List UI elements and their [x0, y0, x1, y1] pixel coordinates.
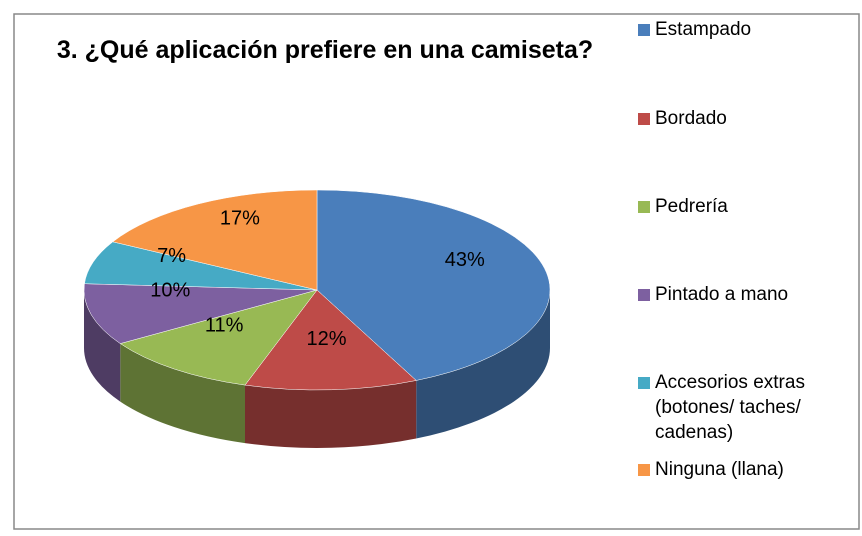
- pie-slice: [316, 189, 551, 381]
- pie-side: [416, 290, 550, 439]
- legend-item: Ninguna (llana): [638, 457, 838, 482]
- legend-item: Bordado: [638, 106, 838, 131]
- data-label: 10%: [150, 279, 190, 301]
- data-label: 11%: [205, 315, 244, 337]
- pie-slice: [244, 289, 417, 391]
- legend-swatch: [638, 289, 650, 301]
- legend-swatch: [638, 377, 650, 389]
- legend-label: Pedrería: [655, 196, 728, 217]
- pie-side: [120, 343, 245, 444]
- legend-item: Pedrería: [638, 194, 838, 219]
- legend-item: Estampado: [638, 17, 838, 42]
- pie-slice: [84, 241, 318, 291]
- legend-label: Pintado a mano: [655, 284, 789, 305]
- chart-border: [13, 13, 860, 530]
- legend-label: Accesorios extras (botones/ taches/ cade…: [655, 372, 805, 443]
- pie-slice: [83, 283, 318, 344]
- data-label: 43%: [445, 249, 485, 271]
- data-label: 12%: [306, 328, 346, 350]
- legend-item: Accesorios extras (botones/ taches/ cade…: [638, 370, 838, 445]
- legend-label: Estampado: [655, 19, 752, 40]
- pie-side: [244, 380, 417, 448]
- legend-label: Ninguna (llana): [655, 459, 784, 480]
- chart-title: 3. ¿Qué aplicación prefiere en una camis…: [56, 36, 594, 64]
- data-label: 17%: [220, 207, 260, 229]
- pie-slice: [119, 289, 318, 386]
- data-label: 7%: [157, 245, 186, 267]
- legend-label: Bordado: [655, 108, 727, 129]
- legend-item: Pintado a mano: [638, 282, 838, 307]
- legend-swatch: [638, 201, 650, 213]
- legend-swatch: [638, 113, 650, 125]
- legend-swatch: [638, 464, 650, 476]
- pie-slice: [112, 189, 318, 291]
- legend-swatch: [638, 24, 650, 36]
